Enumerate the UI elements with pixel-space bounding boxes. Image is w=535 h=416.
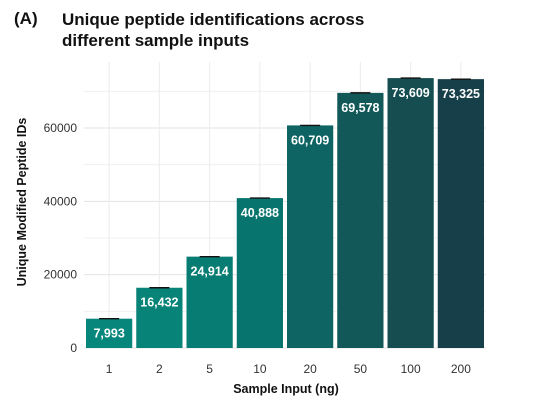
y-tick-label: 20000 [44, 268, 78, 282]
x-tick-label: 50 [354, 362, 368, 376]
bar [337, 92, 384, 348]
bar [287, 125, 334, 348]
bar [186, 256, 233, 348]
bar-value-label: 73,325 [442, 87, 480, 101]
bar-value-label: 40,888 [241, 206, 279, 220]
x-axis-label: Sample Input (ng) [233, 382, 339, 396]
panel-label: (A) [14, 9, 38, 28]
y-tick-label: 60000 [44, 121, 78, 135]
x-tick-label: 2 [156, 362, 163, 376]
bar [86, 318, 133, 348]
bar-value-label: 7,993 [93, 327, 124, 341]
x-tick-label: 1 [106, 362, 113, 376]
y-axis-label: Unique Modified Peptide IDs [15, 118, 29, 287]
x-tick-label: 200 [451, 362, 471, 376]
chart-title-line-2: different sample inputs [62, 31, 250, 50]
x-axis-ticks: 1 2 5 10 20 50 100 200 [106, 362, 471, 376]
bar [437, 79, 484, 349]
bar-value-label: 16,432 [140, 296, 178, 310]
x-tick-label: 20 [303, 362, 317, 376]
bar [236, 198, 283, 348]
y-tick-label: 40000 [44, 194, 78, 208]
bars: 7,993 16,432 24,914 40,888 60,709 69,578 73,60… [86, 77, 484, 349]
bar [136, 287, 183, 348]
bar-value-label: 60,709 [291, 133, 329, 147]
x-tick-label: 100 [401, 362, 421, 376]
y-tick-label: 0 [70, 341, 77, 355]
x-tick-label: 10 [253, 362, 267, 376]
bar-value-label: 24,914 [191, 265, 229, 279]
x-tick-label: 5 [206, 362, 213, 376]
bar-value-label: 69,578 [341, 101, 379, 115]
bar [387, 78, 434, 348]
y-axis-ticks: 0 20000 40000 60000 [44, 121, 78, 355]
chart-title-line-1: Unique peptide identifications across [62, 10, 365, 29]
bar-value-label: 73,609 [392, 86, 430, 100]
chart-title: Unique peptide identifications across di… [62, 9, 364, 51]
